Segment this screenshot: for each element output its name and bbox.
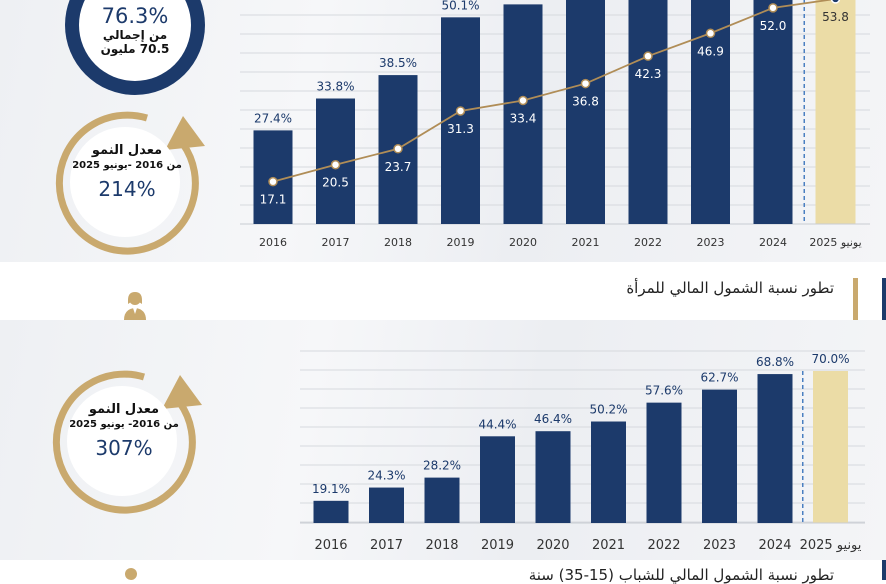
x-tick-2022: 2022	[647, 538, 680, 553]
x-tick-2017: 2017	[322, 236, 350, 249]
chart-women-inclusion: 19.1% 2016 24.3% 2017 28.2% 2018 44.4% 2019 46.4…	[300, 350, 865, 553]
bar-label-2017: 33.8%	[316, 80, 354, 94]
bottom-title-accent	[882, 560, 886, 580]
x-tick-2016: 2016	[259, 236, 287, 249]
growth2-value: 307%	[95, 436, 153, 460]
bar-2017	[369, 487, 404, 523]
bar-2020	[535, 431, 571, 523]
x-tick-2024: 2024	[759, 236, 787, 249]
line-point-2017	[330, 159, 341, 170]
x-tick-2020: 2020	[509, 236, 537, 249]
line-label-2017: 20.5	[322, 176, 349, 190]
line-point-2024	[768, 3, 778, 13]
line-label-2019: 31.3	[447, 122, 474, 136]
line-label-2024: 52.0	[760, 19, 787, 33]
section-title: تطور نسبة الشمول المالي للمرأة	[626, 279, 834, 297]
line-label-2018: 23.7	[385, 160, 412, 174]
bar-2019	[480, 436, 515, 523]
line-label-2021: 36.8	[572, 95, 599, 109]
total-badge	[65, 0, 205, 95]
growth-arrow-circle-2	[52, 370, 202, 514]
x-tick-يونيو 2025: يونيو 2025	[809, 236, 861, 249]
growth2-title: معدل النمو	[88, 402, 160, 417]
growth-arrow-circle-1	[55, 111, 205, 255]
line-point-2016	[268, 176, 278, 187]
title-accent-navy	[882, 278, 886, 320]
youth-icon	[125, 568, 137, 580]
growth1-subtitle: من 2016 -يونيو 2025	[72, 160, 182, 171]
bar-2024	[753, 0, 793, 224]
bar-2021	[591, 421, 626, 523]
x-tick-2018: 2018	[425, 538, 458, 553]
line-point-يونيو 2025	[830, 0, 841, 4]
title-accent-gold	[853, 278, 858, 320]
bar-label-2018: 28.2%	[423, 459, 461, 473]
bottom-section-title: تطور نسبة الشمول المالي للشباب (15-35) س…	[528, 566, 834, 584]
line-label-2016: 17.1	[260, 193, 287, 207]
badge-line1: من إجمالي	[102, 28, 168, 42]
x-tick-2018: 2018	[384, 236, 412, 249]
line-point-2022	[643, 51, 653, 61]
woman-icon	[124, 292, 146, 320]
bar-2016	[313, 500, 349, 523]
chart-overall-inclusion: 27.4%201633.8%201738.5%201850.1%201952.7…	[240, 0, 870, 249]
x-tick-2023: 2023	[697, 236, 725, 249]
line-label-2023: 46.9	[697, 44, 724, 58]
x-tick-2016: 2016	[314, 538, 347, 553]
section-header-band	[0, 262, 886, 320]
bar-2019	[441, 17, 480, 224]
bar-2022	[628, 0, 668, 225]
line-label-2020: 33.4	[510, 111, 537, 125]
growth2-subtitle: من 2016- يونيو 2025	[69, 419, 179, 430]
bar-label-2022: 57.6%	[645, 384, 683, 398]
bar-2021	[566, 0, 605, 225]
line-label-يونيو 2025: 53.8	[822, 10, 849, 24]
bar-label-2016: 27.4%	[254, 111, 292, 125]
x-tick-2019: 2019	[447, 236, 475, 249]
line-point-2019	[455, 106, 466, 116]
x-tick-2021: 2021	[572, 236, 600, 249]
x-tick-2020: 2020	[536, 538, 569, 553]
x-tick-2019: 2019	[481, 538, 514, 553]
line-point-2023	[705, 28, 716, 39]
bar-2022	[646, 402, 682, 523]
bar-label-2017: 24.3%	[367, 469, 405, 483]
line-label-2022: 42.3	[635, 67, 662, 81]
x-tick-2024: 2024	[758, 538, 791, 553]
x-tick-2022: 2022	[634, 236, 662, 249]
highlight-column	[815, 0, 856, 224]
bar-label-2024: 68.8%	[756, 355, 794, 369]
bar-label-2019: 44.4%	[478, 417, 516, 431]
bar-label-يونيو 2025: 70.0%	[811, 352, 849, 366]
bar-label-2021: 50.2%	[589, 403, 627, 417]
badge-line2: 70.5 مليون	[100, 42, 170, 56]
line-point-2018	[393, 144, 403, 154]
growth1-title: معدل النمو	[91, 143, 163, 158]
line-series	[272, 0, 835, 183]
bar-2020	[503, 4, 543, 224]
bar-label-2020: 46.4%	[534, 412, 572, 426]
line-point-2020	[518, 95, 528, 106]
bar-2023	[702, 389, 737, 523]
bar-label-2016: 19.1%	[312, 482, 350, 496]
line-point-2021	[580, 78, 591, 89]
bar-label-2019: 50.1%	[441, 0, 479, 12]
bar-2024	[757, 374, 793, 523]
bar-label-2023: 62.7%	[700, 371, 738, 385]
x-tick-2023: 2023	[703, 538, 736, 553]
bar-label-2018: 38.5%	[379, 56, 417, 70]
highlight-column	[813, 371, 848, 523]
x-tick-2017: 2017	[370, 538, 403, 553]
badge-percent: 76.3%	[101, 4, 169, 28]
x-tick-يونيو 2025: يونيو 2025	[800, 538, 862, 553]
growth1-value: 214%	[98, 177, 156, 201]
x-tick-2021: 2021	[592, 538, 625, 553]
bar-2018	[424, 477, 460, 523]
